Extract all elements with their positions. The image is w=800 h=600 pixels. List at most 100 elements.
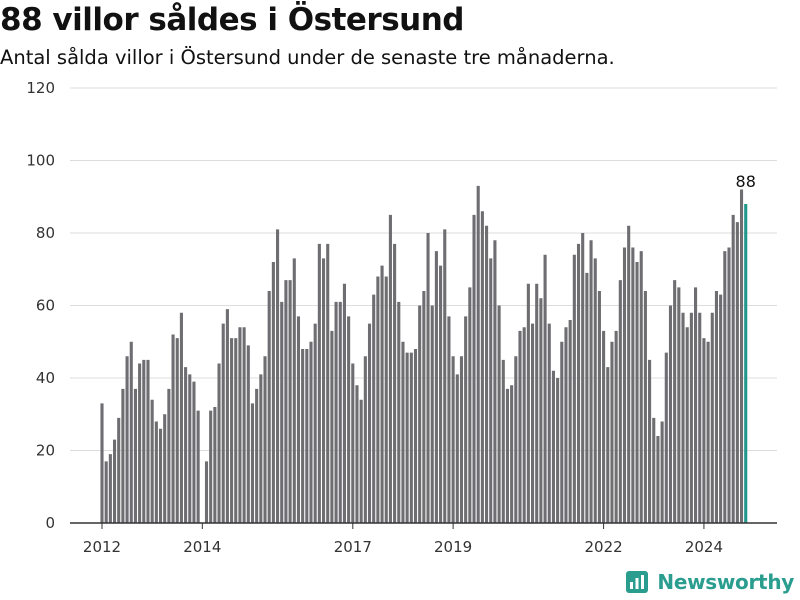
x-tick-label: 2012 (83, 538, 121, 556)
bar (739, 189, 744, 523)
bar (330, 330, 334, 524)
bar (288, 280, 292, 524)
bar (476, 185, 480, 524)
x-tick-label: 2017 (334, 538, 372, 556)
bar (643, 291, 647, 523)
bar (167, 388, 171, 524)
y-axis-ticks: 0 20 40 60 80 100 120 (26, 79, 55, 532)
bar (296, 316, 301, 524)
bar (221, 323, 225, 524)
highlight-value-label: 88 (736, 172, 756, 191)
bar (292, 258, 296, 524)
bar (280, 301, 284, 524)
bar (618, 280, 622, 524)
bar (493, 240, 497, 523)
bar (614, 330, 618, 524)
bar (535, 283, 539, 523)
brand-name: Newsworthy (657, 570, 794, 594)
x-axis: 2012 2014 2017 2019 2022 2024 (70, 522, 777, 556)
bar (735, 222, 739, 524)
bar (154, 421, 158, 523)
bar (347, 316, 351, 524)
bar (225, 309, 229, 524)
bar (367, 323, 372, 524)
bar (284, 280, 288, 524)
bar (234, 338, 238, 524)
bar (317, 243, 321, 524)
bar (530, 323, 535, 524)
bar (313, 323, 317, 524)
bar (401, 341, 405, 523)
bar (259, 374, 263, 524)
bar (188, 374, 192, 524)
bar (539, 298, 543, 523)
bar (422, 291, 426, 523)
bar (589, 240, 593, 523)
bar (664, 352, 668, 524)
bar (689, 312, 693, 523)
bar (443, 229, 447, 524)
highlight-bar (744, 204, 748, 523)
x-tick-label: 2014 (183, 538, 221, 556)
y-tick-label: 80 (36, 224, 55, 242)
bar (413, 349, 418, 523)
bar (702, 338, 706, 524)
bar (710, 312, 714, 523)
bar (179, 312, 183, 523)
bar (631, 247, 635, 523)
bar (681, 312, 685, 523)
bar (568, 320, 572, 523)
bar (271, 262, 275, 523)
bar (125, 356, 129, 523)
bar (677, 287, 681, 524)
bar (209, 410, 213, 524)
bar (217, 363, 221, 523)
bar (543, 254, 547, 523)
bar (480, 211, 484, 523)
bar (372, 294, 376, 524)
bar (393, 243, 397, 524)
bar (133, 388, 137, 524)
bar (142, 359, 146, 524)
bar (434, 251, 438, 524)
y-tick-label: 40 (36, 369, 55, 387)
bar (129, 341, 133, 523)
bar (255, 388, 259, 524)
bar (706, 341, 710, 523)
bar (192, 381, 196, 524)
bar (648, 359, 652, 524)
bar (276, 229, 280, 524)
bar (342, 283, 346, 523)
bar (146, 359, 150, 524)
bar (104, 461, 108, 524)
bar (698, 312, 702, 523)
bar (497, 305, 501, 523)
bar (100, 403, 104, 524)
bar (384, 276, 388, 523)
bar (355, 385, 359, 523)
bar (263, 356, 267, 523)
bar (593, 258, 597, 524)
bar (572, 254, 576, 523)
bar (213, 407, 217, 523)
bar (363, 356, 367, 523)
bar (455, 374, 459, 524)
bar (668, 305, 673, 523)
bar (685, 327, 689, 523)
bar (204, 461, 209, 524)
y-tick-label: 20 (36, 442, 55, 460)
bar (564, 327, 568, 523)
bar (610, 341, 614, 523)
chart-title: 88 villor såldes i Östersund (0, 2, 465, 38)
bar (121, 388, 125, 524)
bar (301, 349, 305, 523)
bar (731, 214, 735, 524)
bar (489, 258, 493, 524)
bar (397, 301, 401, 524)
bar (660, 421, 664, 523)
bar (606, 367, 610, 524)
bar (112, 439, 117, 524)
bar (723, 251, 727, 524)
bar (464, 316, 468, 524)
